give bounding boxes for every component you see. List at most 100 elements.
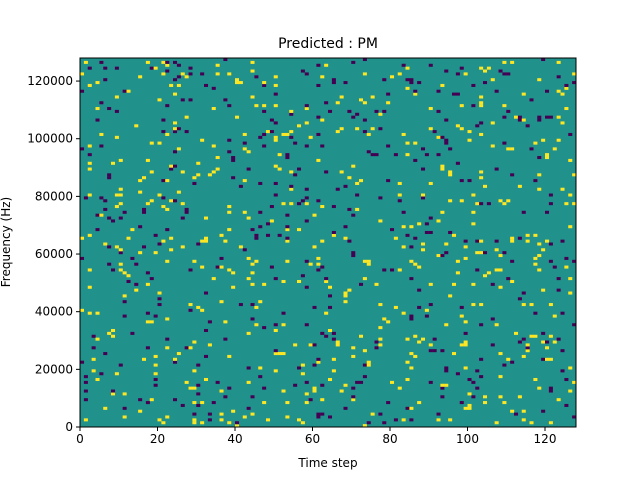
heatmap-cell-dark [223, 58, 228, 62]
heatmap-cell-bright [421, 242, 426, 246]
heatmap-cell-dark [316, 415, 321, 419]
heatmap-cell-bright [219, 300, 224, 304]
heatmap-cell-bright [510, 279, 515, 284]
heatmap-cell-bright [285, 228, 290, 232]
heatmap-cell-dark [173, 60, 178, 64]
heatmap-cell-bright [467, 130, 472, 134]
heatmap-cell-dark [560, 369, 565, 373]
heatmap-cell-bright [533, 377, 538, 382]
heatmap-cell-bright [80, 236, 85, 240]
heatmap-cell-bright [409, 406, 414, 410]
heatmap-cell-bright [533, 334, 538, 338]
heatmap-cell-bright [343, 236, 348, 240]
heatmap-cell-bright [153, 251, 158, 255]
heatmap-cell-dark [262, 83, 267, 87]
heatmap-cell-dark [525, 346, 530, 350]
heatmap-cell-bright [118, 262, 123, 266]
heatmap-cell-dark [545, 115, 550, 119]
heatmap-cell-bright [510, 60, 515, 64]
heatmap-cell-dark [347, 239, 352, 243]
heatmap-cell-bright [262, 104, 267, 108]
heatmap-cell-dark [157, 303, 162, 307]
heatmap-cell-bright [149, 320, 154, 324]
heatmap-cell-bright [502, 60, 507, 64]
heatmap-cell-dark [266, 222, 271, 226]
heatmap-cell-bright [200, 239, 205, 243]
heatmap-cell-dark [444, 69, 449, 73]
heatmap-cell-dark [180, 216, 185, 220]
heatmap-cell-dark [173, 78, 178, 82]
heatmap-cell-bright [351, 346, 356, 350]
heatmap-cell-bright [165, 259, 170, 263]
heatmap-cell-bright [467, 392, 472, 396]
heatmap-cell-bright [564, 265, 569, 269]
heatmap-cell-dark [238, 303, 243, 307]
heatmap-cell-bright [204, 239, 209, 243]
heatmap-cell-dark [180, 98, 185, 102]
heatmap-cell-dark [204, 328, 209, 333]
heatmap-cell-bright [316, 360, 321, 364]
heatmap-cell-dark [436, 89, 441, 93]
heatmap-cell-bright [498, 268, 503, 272]
heatmap-cell-dark [498, 69, 503, 73]
heatmap-cell-bright [537, 242, 542, 246]
heatmap-cell-dark [258, 225, 263, 229]
heatmap-cell-dark [428, 303, 433, 307]
heatmap-cell-dark [390, 228, 395, 232]
heatmap-cell-bright [300, 421, 305, 425]
heatmap-cell-dark [355, 112, 360, 116]
heatmap-cell-bright [405, 86, 410, 90]
heatmap-cell-bright [502, 401, 507, 405]
heatmap-cell-dark [459, 179, 464, 183]
heatmap-cell-dark [355, 380, 360, 384]
heatmap-cell-dark [479, 357, 484, 361]
heatmap-cell-dark [227, 138, 232, 142]
heatmap-cell-bright [111, 334, 116, 338]
heatmap-cell-bright [428, 343, 433, 347]
heatmap-cell-bright [87, 311, 92, 315]
heatmap-cell-bright [87, 144, 92, 148]
heatmap-cell-dark [331, 230, 336, 234]
heatmap-cell-bright [498, 375, 503, 379]
heatmap-cell-dark [103, 352, 108, 356]
heatmap-cell-dark [490, 343, 495, 347]
heatmap-cell-bright [448, 418, 453, 422]
heatmap-cell-bright [514, 331, 519, 335]
heatmap-cell-dark [87, 66, 92, 70]
heatmap-cell-bright [521, 418, 526, 422]
heatmap-cell-dark [293, 141, 298, 145]
heatmap-cell-bright [440, 167, 445, 171]
heatmap-cell-bright [498, 352, 503, 356]
heatmap-cell-dark [541, 409, 546, 413]
heatmap-cell-dark [347, 207, 352, 211]
heatmap-cell-dark [331, 78, 336, 82]
heatmap-cell-dark [304, 285, 309, 289]
heatmap-cell-bright [324, 279, 329, 284]
heatmap-cell-bright [362, 259, 367, 263]
heatmap-cell-dark [475, 239, 480, 243]
heatmap-cell-bright [428, 282, 433, 286]
heatmap-cell-bright [161, 72, 166, 76]
heatmap-cell-bright [479, 170, 484, 174]
heatmap-cell-bright [285, 401, 290, 405]
heatmap-cell-bright [80, 72, 85, 76]
heatmap-cell-dark [386, 92, 391, 96]
heatmap-cell-dark [134, 282, 139, 286]
heatmap-cell-bright [87, 285, 92, 289]
heatmap-cell-bright [192, 369, 197, 373]
heatmap-cell-bright [459, 314, 464, 318]
heatmap-cell-bright [126, 89, 131, 93]
heatmap-cell-dark [95, 213, 100, 217]
heatmap-cell-dark [304, 72, 309, 76]
heatmap-cell-bright [304, 121, 309, 125]
heatmap-cell-bright [122, 271, 127, 275]
heatmap-cell-dark [246, 406, 251, 410]
heatmap-cell-dark [320, 265, 325, 269]
heatmap-cell-dark [300, 69, 305, 73]
heatmap-cell-bright [517, 184, 522, 188]
heatmap-cell-dark [304, 196, 309, 200]
heatmap-cell-bright [184, 75, 189, 79]
heatmap-cell-dark [479, 121, 484, 125]
heatmap-cell-dark [494, 167, 499, 171]
heatmap-cell-bright [157, 141, 162, 145]
